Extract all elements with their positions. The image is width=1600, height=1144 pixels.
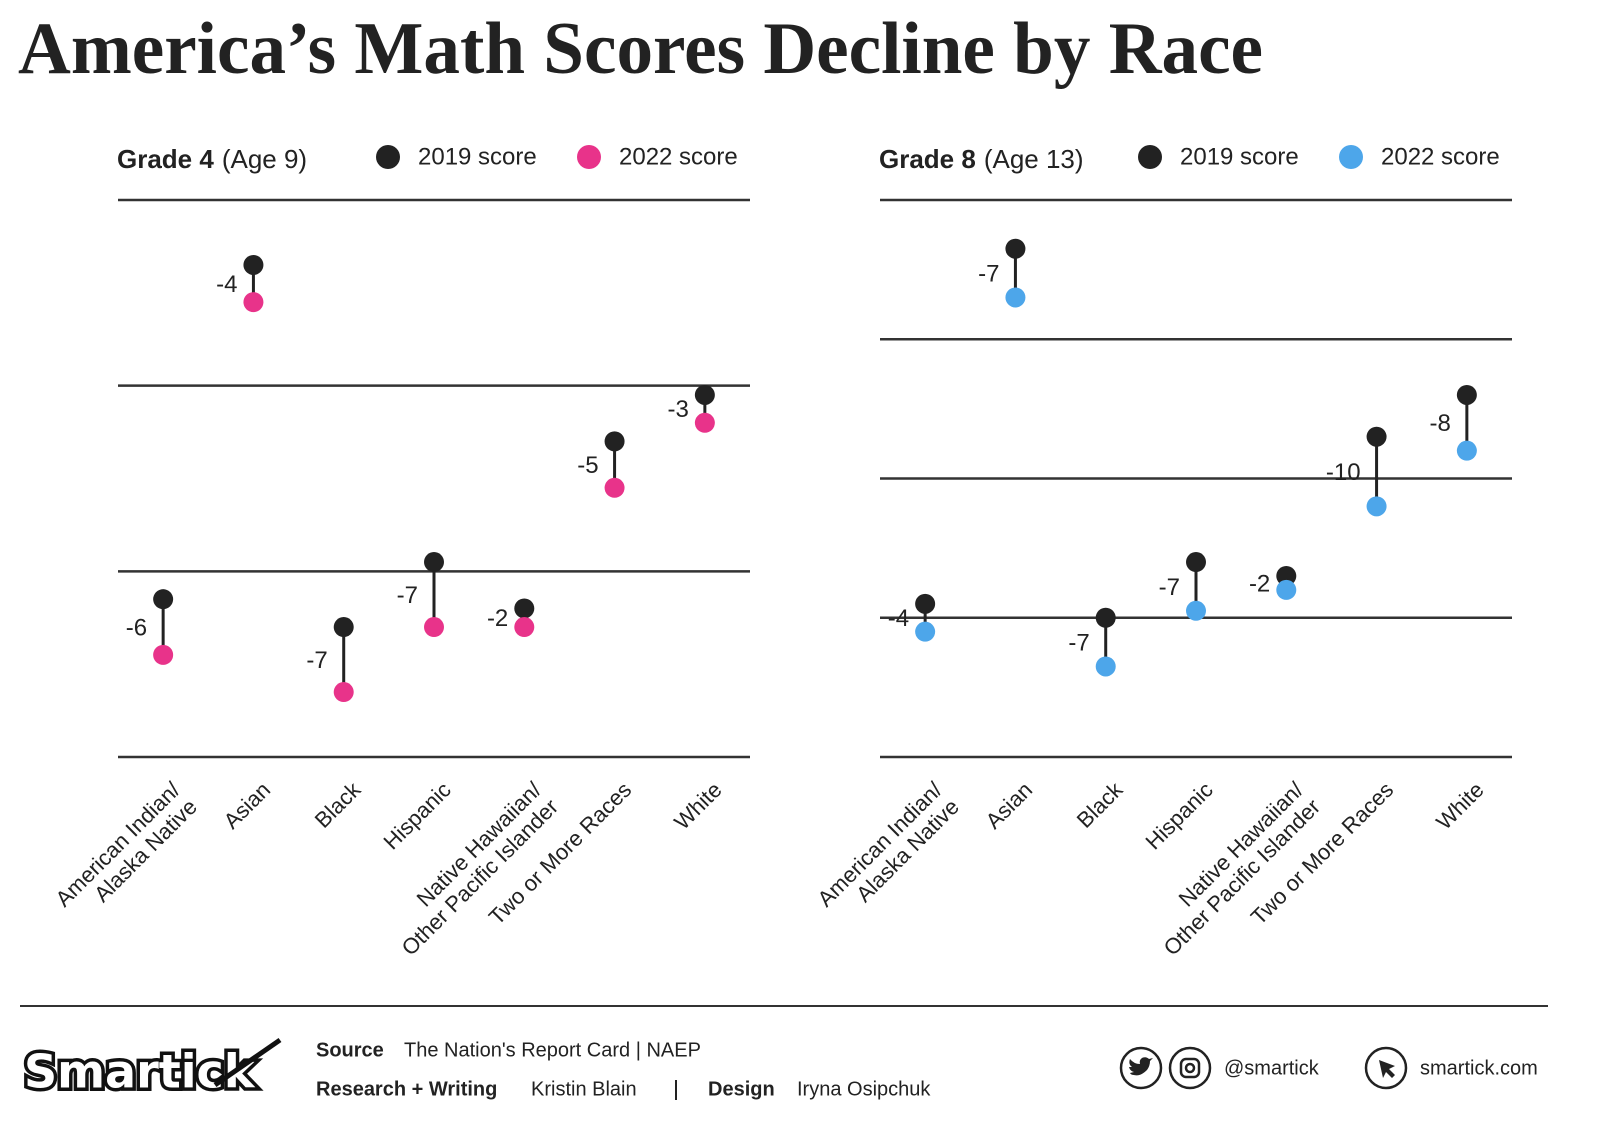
difference-label: -7 xyxy=(306,647,327,674)
dot-2022 xyxy=(1186,600,1206,621)
research-label: Research + Writing xyxy=(316,1078,497,1100)
panel-title-bold: Grade 8 xyxy=(879,144,976,174)
handle[interactable]: @smartick xyxy=(1224,1057,1320,1079)
x-tick-label-line: Hispanic xyxy=(378,777,455,854)
title: America’s Math Scores Decline by Race xyxy=(18,8,1263,90)
panel-title-bold: Grade 4 xyxy=(117,144,214,174)
legend-swatch xyxy=(1138,145,1162,169)
difference-label: -2 xyxy=(1249,570,1270,597)
x-tick-label-line: Black xyxy=(1072,776,1128,832)
difference-label: -10 xyxy=(1326,459,1361,486)
panel-title-rest: (Age 9) xyxy=(222,144,307,174)
x-tick-label: Black xyxy=(310,776,366,832)
difference-label: -5 xyxy=(577,452,598,479)
x-tick-label: White xyxy=(1431,777,1488,834)
source: The Nation's Report Card | NAEP xyxy=(404,1039,701,1061)
logo: Smartick xyxy=(21,1037,282,1102)
x-tick-label-line: Asian xyxy=(980,777,1037,834)
x-tick-label-line: White xyxy=(1431,777,1488,834)
x-tick-label: Hispanic xyxy=(1140,777,1217,854)
dot-2019 xyxy=(1276,565,1297,586)
difference-label: -6 xyxy=(126,614,147,641)
difference-label: -8 xyxy=(1430,410,1451,437)
dot-2019 xyxy=(1456,384,1477,405)
dot-2022 xyxy=(915,621,936,642)
dot-2019 xyxy=(333,617,354,638)
difference-label: -7 xyxy=(397,582,418,609)
dot-2019 xyxy=(153,589,174,610)
dot-2022 xyxy=(604,477,625,498)
dot-2019 xyxy=(424,552,444,573)
dot-2022 xyxy=(424,617,444,638)
x-tick-label: American Indian/Alaska Native xyxy=(812,776,964,928)
x-tick-label: Asian xyxy=(218,777,275,834)
dot-2022 xyxy=(243,292,264,313)
x-tick-label: American Indian/Alaska Native xyxy=(50,776,202,928)
brand: Smartick xyxy=(24,1045,256,1099)
difference-label: -4 xyxy=(216,271,237,298)
dot-2019 xyxy=(1186,552,1206,573)
dot-2022 xyxy=(1366,496,1387,517)
dot-2022 xyxy=(153,644,174,665)
panel-title: Grade 4 (Age 9) xyxy=(117,144,307,174)
dot-2019 xyxy=(243,254,264,275)
dot-2019 xyxy=(1366,426,1387,447)
legend-label: 2022 score xyxy=(1381,143,1500,170)
dot-2019 xyxy=(604,431,625,452)
legend-label: 2019 score xyxy=(418,143,537,170)
legend-label: 2022 score xyxy=(619,143,738,170)
legend-swatch xyxy=(1339,145,1363,169)
panel-title: Grade 8 (Age 13) xyxy=(879,144,1084,174)
x-tick-label: Asian xyxy=(980,777,1037,834)
website[interactable]: smartick.com xyxy=(1420,1057,1538,1079)
x-tick-label: Black xyxy=(1072,776,1128,832)
dot-2019 xyxy=(514,598,535,619)
x-tick-label-line: Black xyxy=(310,776,366,832)
research: Kristin Blain xyxy=(531,1078,637,1100)
dot-2022 xyxy=(514,617,535,638)
dot-2019 xyxy=(694,384,715,405)
difference-label: -4 xyxy=(888,605,909,632)
source-label: Source xyxy=(316,1039,384,1061)
difference-label: -3 xyxy=(668,396,689,423)
dot-2022 xyxy=(694,412,715,433)
x-tick-label-line: Asian xyxy=(218,777,275,834)
dot-2019 xyxy=(915,593,936,614)
difference-label: -2 xyxy=(487,605,508,632)
dot-2022 xyxy=(333,682,354,703)
x-tick-label: White xyxy=(669,777,726,834)
legend-label: 2019 score xyxy=(1180,143,1299,170)
dot-2019 xyxy=(1095,607,1116,628)
dot-2022 xyxy=(1456,440,1477,461)
design: Iryna Osipchuk xyxy=(797,1078,931,1100)
x-tick-label: Hispanic xyxy=(378,777,455,854)
difference-label: -7 xyxy=(1068,629,1089,656)
design-label: Design xyxy=(708,1078,775,1100)
dot-2022 xyxy=(1005,287,1026,308)
panel-title-rest: (Age 13) xyxy=(984,144,1084,174)
dot-2019 xyxy=(1005,238,1026,259)
social-icons xyxy=(1119,1046,1408,1090)
x-tick-label-line: White xyxy=(669,777,726,834)
difference-label: -7 xyxy=(978,260,999,287)
x-tick-label-line: Hispanic xyxy=(1140,777,1217,854)
legend-swatch xyxy=(376,145,400,169)
dot-2022 xyxy=(1276,579,1297,600)
difference-label: -7 xyxy=(1159,574,1180,601)
dot-2022 xyxy=(1095,656,1116,677)
legend-swatch xyxy=(577,145,601,169)
